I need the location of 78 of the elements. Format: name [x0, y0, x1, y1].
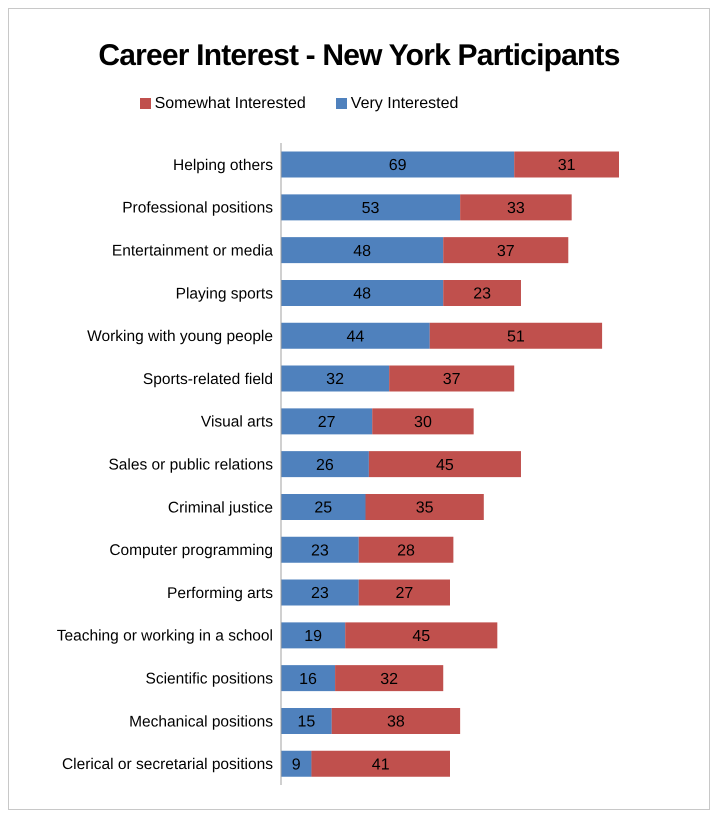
bar: [372, 408, 474, 434]
data-label: 51: [507, 328, 525, 346]
bar: [460, 194, 572, 220]
bar: [281, 366, 390, 392]
bar: [443, 280, 521, 306]
data-label: 41: [372, 756, 390, 774]
bar: [281, 580, 359, 606]
y-tick-label: Entertainment or media: [112, 242, 274, 260]
data-label: 32: [380, 670, 398, 688]
data-label: 15: [297, 714, 316, 731]
bar: [345, 622, 498, 648]
data-label: 53: [362, 200, 380, 218]
data-label: 30: [414, 414, 432, 432]
bar: [366, 494, 484, 520]
data-label: 9: [292, 756, 301, 774]
y-tick-label: Scientific positions: [145, 670, 274, 688]
data-label: 37: [496, 242, 515, 260]
data-label: 23: [310, 542, 329, 560]
bar: [281, 708, 332, 734]
bar: [281, 451, 369, 478]
bar: [281, 408, 372, 434]
data-label: 19: [304, 628, 322, 646]
data-label: 16: [299, 670, 318, 688]
data-label: 38: [387, 714, 405, 731]
data-label: 32: [326, 371, 344, 388]
y-tick-label: Playing sports: [176, 285, 274, 302]
y-tick-label: Computer programming: [109, 542, 273, 560]
data-label: 25: [314, 500, 332, 517]
data-label: 35: [416, 500, 434, 517]
y-tick-label: Criminal justice: [168, 499, 273, 516]
data-label: 45: [436, 456, 454, 474]
bar: [335, 665, 444, 692]
data-label: 48: [353, 286, 372, 303]
data-label: 27: [395, 585, 414, 602]
y-tick-label: Mechanical positions: [129, 713, 274, 730]
y-tick-label: Professional positions: [122, 200, 274, 217]
data-label: 37: [442, 371, 461, 388]
bar: [514, 152, 619, 178]
bar: [332, 708, 460, 734]
y-tick-label: Teaching or working in a school: [56, 628, 273, 645]
bar: [311, 750, 450, 777]
y-tick-label: Working with young people: [87, 328, 273, 346]
chart-title: Career Interest - New York Participants: [97, 38, 621, 74]
bar: [368, 451, 521, 478]
bar: [358, 536, 454, 563]
y-tick-label: Sports-related field: [142, 370, 273, 388]
bar: [281, 237, 444, 264]
y-tick-label: Performing arts: [167, 584, 274, 602]
bar: [443, 237, 568, 264]
data-label: 31: [558, 157, 576, 174]
data-label: 27: [318, 414, 336, 432]
bar: [281, 750, 312, 777]
bar: [281, 622, 346, 648]
bar: [281, 494, 366, 520]
data-label: 45: [412, 628, 430, 646]
bar: [281, 665, 336, 692]
legend-label: Somewhat Interested: [154, 95, 306, 112]
y-tick-label: Visual arts: [200, 414, 274, 431]
y-tick-label: Helping others: [173, 156, 274, 174]
bar: [281, 194, 460, 220]
data-label: 69: [388, 157, 407, 174]
data-label: 23: [310, 585, 329, 602]
data-label: 28: [397, 542, 416, 560]
data-label: 33: [507, 200, 525, 218]
bar: [430, 322, 602, 349]
y-tick-label: Clerical or secretarial positions: [62, 756, 274, 774]
y-tick-label: Sales or public relations: [108, 456, 274, 474]
bar: [281, 280, 444, 306]
bar: [281, 536, 359, 563]
data-label: 26: [316, 456, 334, 474]
data-label: 23: [473, 286, 492, 303]
data-label: 44: [346, 328, 364, 346]
legend-label: Very Interested: [350, 95, 458, 112]
bar: [389, 366, 514, 392]
data-label: 48: [353, 242, 372, 260]
bar: [281, 322, 430, 349]
bar: [358, 580, 450, 606]
bar: [281, 152, 514, 178]
